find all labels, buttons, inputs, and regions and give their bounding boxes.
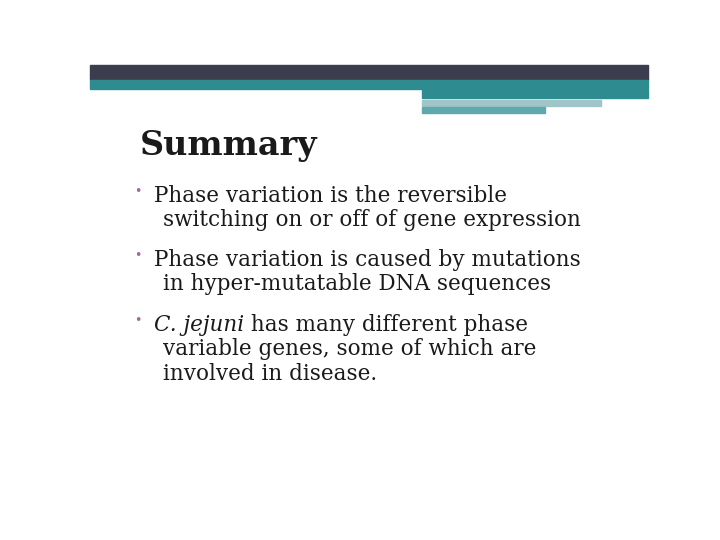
Text: switching on or off of gene expression: switching on or off of gene expression [163, 210, 580, 232]
Text: •: • [134, 314, 141, 327]
Bar [422, 107, 545, 113]
Text: •: • [134, 185, 141, 198]
Bar [90, 65, 648, 80]
Bar [90, 80, 648, 89]
Text: variable genes, some of which are: variable genes, some of which are [163, 339, 536, 360]
Text: C. jejuni: C. jejuni [154, 314, 244, 336]
Text: in hyper-mutatable DNA sequences: in hyper-mutatable DNA sequences [163, 273, 551, 295]
Text: Phase variation is the reversible: Phase variation is the reversible [154, 185, 507, 207]
Text: involved in disease.: involved in disease. [163, 362, 377, 384]
Text: Phase variation is caused by mutations: Phase variation is caused by mutations [154, 248, 581, 271]
Bar [422, 90, 648, 98]
Text: Summary: Summary [140, 129, 318, 162]
Bar [422, 100, 600, 106]
Text: •: • [134, 248, 141, 261]
Text: has many different phase: has many different phase [244, 314, 528, 336]
